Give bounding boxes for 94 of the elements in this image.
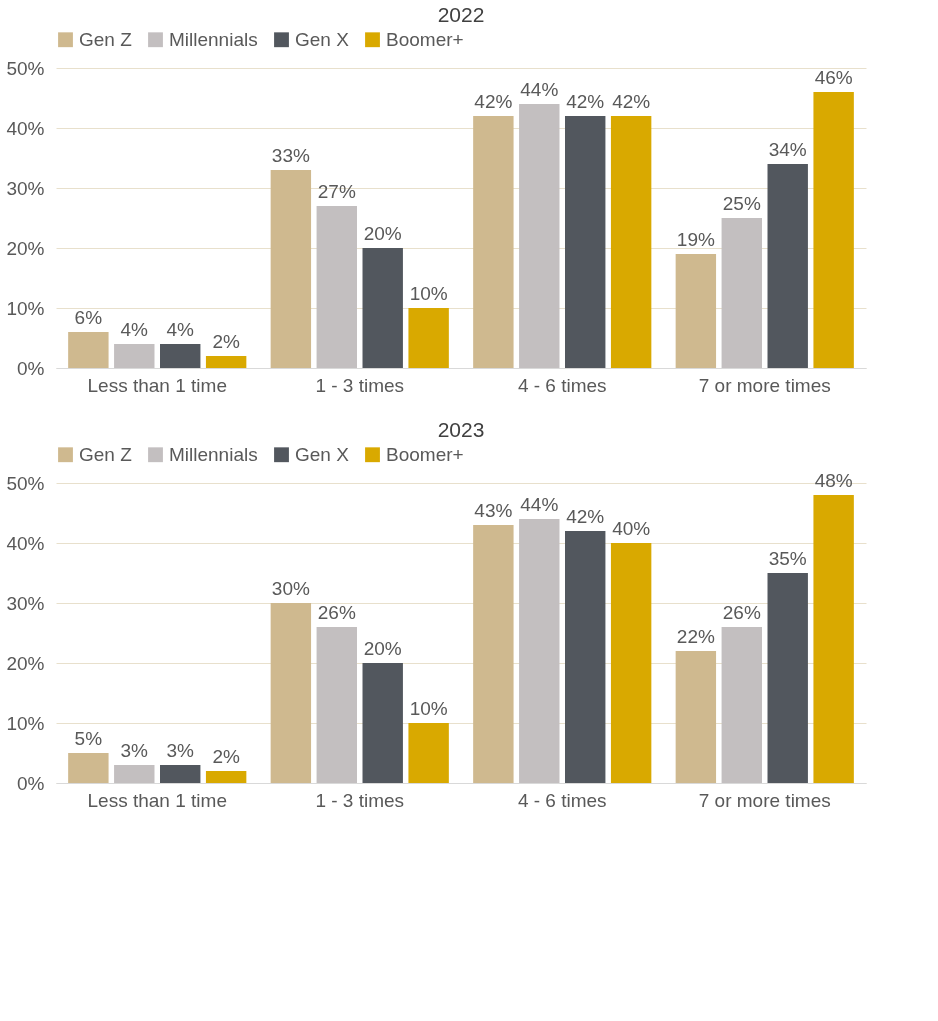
data-label: 42% xyxy=(566,506,605,527)
x-tick-label: 1 - 3 times xyxy=(315,374,405,396)
data-label: 5% xyxy=(74,728,103,749)
y-tick-label: 40% xyxy=(6,117,45,139)
bar xyxy=(610,543,652,783)
bar xyxy=(114,344,155,368)
bar xyxy=(675,651,717,783)
data-label: 44% xyxy=(520,79,559,100)
y-tick-label: 40% xyxy=(6,532,45,554)
bar xyxy=(565,531,606,783)
legend-label: Gen Z xyxy=(79,28,133,50)
y-tick-label: 20% xyxy=(6,237,45,259)
data-label: 2% xyxy=(212,746,240,767)
bar xyxy=(316,206,357,368)
bar xyxy=(721,218,762,368)
data-label: 46% xyxy=(814,67,853,88)
y-tick-label: 30% xyxy=(6,592,45,614)
legend-label: Gen Z xyxy=(79,443,133,465)
chart-title: 2022 xyxy=(437,3,485,26)
bar xyxy=(813,92,854,368)
bar xyxy=(721,627,762,783)
data-label: 20% xyxy=(363,638,402,659)
x-tick-label: 4 - 6 times xyxy=(517,374,607,396)
data-label: 19% xyxy=(676,229,715,250)
y-tick-label: 10% xyxy=(6,712,45,734)
data-label: 42% xyxy=(612,91,651,112)
bar xyxy=(68,332,109,368)
bar xyxy=(473,116,514,368)
data-label: 2% xyxy=(212,331,240,352)
y-tick-label: 30% xyxy=(6,177,45,199)
bar xyxy=(473,525,514,783)
data-label: 4% xyxy=(120,319,149,340)
bar xyxy=(519,104,560,368)
y-tick-label: 20% xyxy=(6,652,45,674)
bar xyxy=(813,495,854,783)
legend-label: Gen X xyxy=(295,443,350,465)
chart-title: 2023 xyxy=(437,418,485,441)
data-label: 4% xyxy=(166,319,195,340)
bar xyxy=(767,164,808,368)
data-label: 33% xyxy=(271,145,310,166)
bar xyxy=(408,308,449,368)
y-tick-label: 0% xyxy=(17,772,45,794)
x-tick-label: Less than 1 time xyxy=(87,374,227,396)
bar xyxy=(408,723,449,783)
data-label: 42% xyxy=(474,91,513,112)
bar xyxy=(610,116,652,368)
bar xyxy=(270,170,312,368)
data-label: 35% xyxy=(768,548,807,569)
y-tick-label: 50% xyxy=(6,472,45,494)
data-label: 34% xyxy=(768,139,807,160)
data-label: 10% xyxy=(409,698,448,719)
data-label: 6% xyxy=(74,307,103,328)
data-label: 3% xyxy=(166,740,195,761)
bar xyxy=(767,573,808,783)
x-tick-label: 7 or more times xyxy=(698,374,831,396)
legend-label: Boomer+ xyxy=(386,28,464,50)
legend-label: Gen X xyxy=(295,28,350,50)
data-label: 30% xyxy=(271,578,310,599)
data-label: 10% xyxy=(409,283,448,304)
x-tick-label: 4 - 6 times xyxy=(517,789,607,811)
data-label: 26% xyxy=(317,602,356,623)
data-label: 40% xyxy=(612,518,651,539)
y-tick-label: 50% xyxy=(6,57,45,79)
data-label: 26% xyxy=(722,602,761,623)
y-tick-label: 10% xyxy=(6,297,45,319)
data-label: 44% xyxy=(520,494,559,515)
x-tick-label: Less than 1 time xyxy=(87,789,227,811)
data-label: 20% xyxy=(363,223,402,244)
bar xyxy=(270,603,312,783)
x-tick-label: 7 or more times xyxy=(698,789,831,811)
data-label: 27% xyxy=(317,181,356,202)
bar xyxy=(205,771,247,783)
bar xyxy=(316,627,357,783)
data-label: 22% xyxy=(676,626,715,647)
bar xyxy=(114,765,155,783)
bar xyxy=(519,519,560,783)
bar xyxy=(362,248,403,368)
data-label: 48% xyxy=(814,470,853,491)
x-tick-label: 1 - 3 times xyxy=(315,789,405,811)
bar xyxy=(68,753,109,783)
legend-label: Boomer+ xyxy=(386,443,464,465)
legend-label: Millennials xyxy=(169,443,258,465)
legend-label: Millennials xyxy=(169,28,258,50)
data-label: 42% xyxy=(566,91,605,112)
bar xyxy=(205,356,247,368)
bar xyxy=(675,254,717,368)
bar xyxy=(565,116,606,368)
bar xyxy=(362,663,403,783)
y-tick-label: 0% xyxy=(17,357,45,379)
bar xyxy=(160,344,201,368)
data-label: 25% xyxy=(722,193,761,214)
data-label: 3% xyxy=(120,740,149,761)
data-label: 43% xyxy=(474,500,513,521)
bar xyxy=(160,765,201,783)
